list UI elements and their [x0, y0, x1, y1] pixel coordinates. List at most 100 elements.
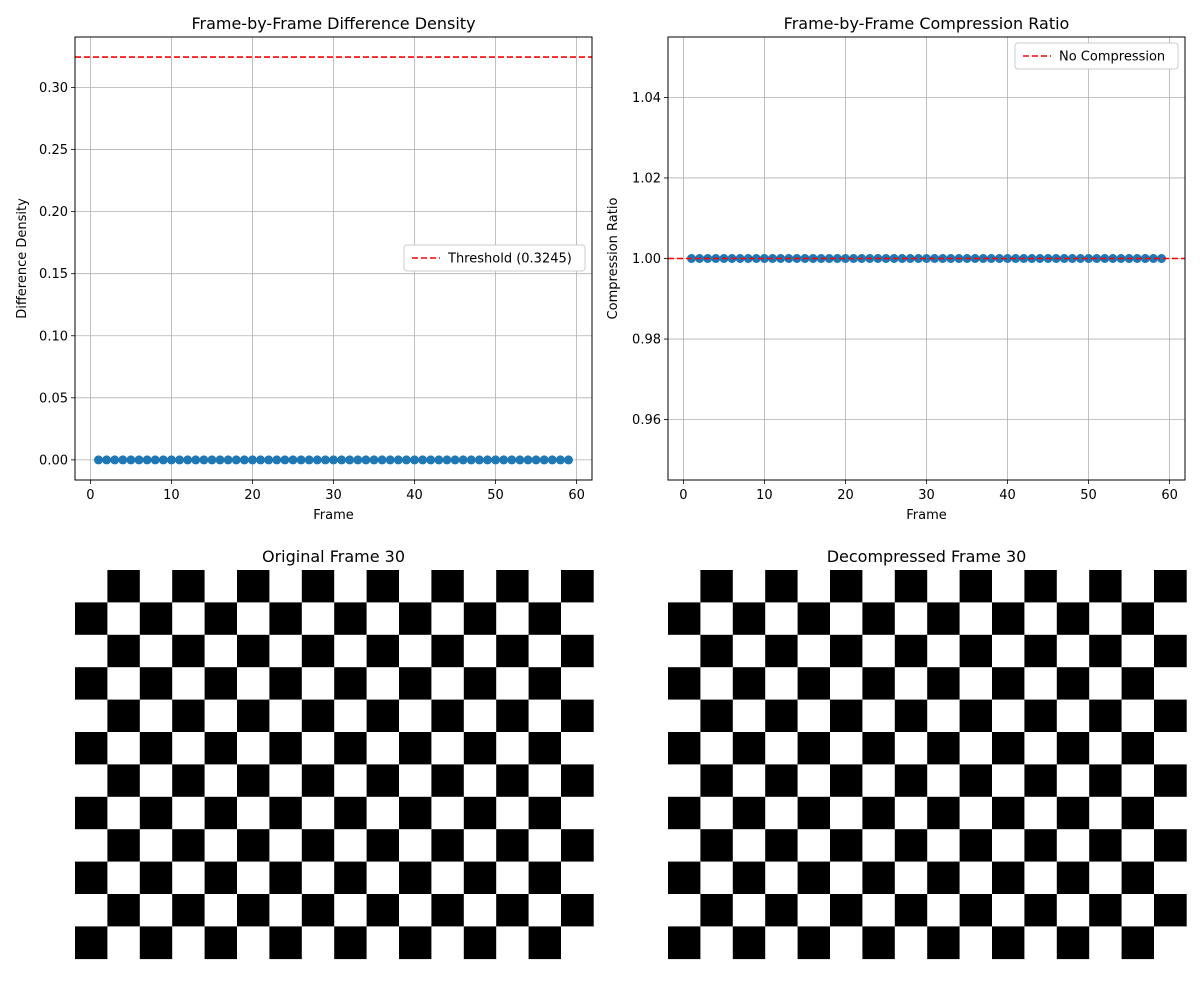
checker-cell	[528, 894, 562, 927]
checker-cell	[765, 861, 798, 895]
checker-cell	[172, 926, 205, 960]
checker-cell	[830, 764, 863, 798]
checker-cell	[732, 667, 766, 700]
data-point	[385, 455, 395, 465]
checker-cell	[204, 926, 238, 960]
checker-cell	[528, 796, 562, 830]
data-point	[304, 455, 314, 465]
checker-cell	[431, 699, 465, 733]
checker-cell	[269, 829, 303, 862]
checker-cell	[1089, 829, 1122, 862]
data-point	[312, 455, 322, 465]
checker-cell	[1154, 602, 1187, 636]
checker-cell	[75, 764, 108, 798]
checker-cell	[1121, 602, 1155, 636]
checker-cell	[496, 796, 529, 830]
checker-cell	[959, 926, 993, 960]
data-points	[94, 455, 573, 465]
checker-cell	[700, 570, 734, 603]
y-axis-ticks: 0.00 0.05 0.10 0.15 0.20 0.25 0.30	[39, 81, 75, 468]
checker-cell	[463, 861, 497, 895]
checker-cell	[139, 894, 173, 927]
checker-cell	[927, 894, 960, 927]
data-point	[191, 455, 201, 465]
data-point	[832, 254, 842, 263]
checker-cell	[237, 570, 270, 603]
data-point	[986, 254, 996, 263]
checker-cell	[700, 764, 734, 798]
checker-cell	[894, 634, 928, 668]
checker-cell	[1024, 926, 1058, 960]
checker-cell	[894, 829, 928, 862]
checker-cell	[959, 732, 993, 765]
checker-cell	[237, 634, 270, 668]
checker-cell	[700, 667, 734, 700]
checker-cell	[139, 764, 173, 798]
checker-cell	[927, 732, 960, 765]
checker-cell	[668, 829, 701, 862]
checker-cell	[334, 634, 367, 668]
data-point	[288, 455, 298, 465]
data-point	[353, 455, 363, 465]
checker-cell	[765, 764, 798, 798]
data-point	[134, 455, 144, 465]
checker-cell	[1056, 602, 1090, 636]
checker-cell	[992, 829, 1025, 862]
checker-cell	[959, 667, 993, 700]
data-point	[247, 455, 257, 465]
checker-cell	[496, 667, 529, 700]
data-point	[1084, 254, 1094, 263]
y-tick-label: 1.02	[632, 171, 661, 186]
checker-cell	[431, 894, 465, 927]
checker-cell	[172, 667, 205, 700]
data-point	[175, 455, 185, 465]
checker-cell	[765, 796, 798, 830]
checker-cell	[334, 861, 367, 895]
checker-cell	[237, 732, 270, 765]
checker-cell	[204, 764, 238, 798]
checker-cell	[204, 602, 238, 636]
checker-cell	[561, 634, 594, 668]
data-point	[1157, 254, 1166, 263]
checker-cell	[561, 764, 594, 798]
data-point	[183, 455, 193, 465]
checker-cell	[797, 894, 831, 927]
checker-cell	[765, 570, 798, 603]
data-point	[539, 455, 549, 465]
checker-cell	[75, 602, 108, 636]
panel-title: Original Frame 30	[262, 547, 405, 566]
checker-cell	[528, 667, 562, 700]
checker-cell	[172, 602, 205, 636]
checker-cell	[1056, 764, 1090, 798]
checker-cell	[561, 926, 594, 960]
checker-cell	[797, 764, 831, 798]
checker-cell	[366, 829, 400, 862]
checker-cell	[927, 602, 960, 636]
y-tick-label: 0.98	[632, 333, 661, 348]
data-point	[223, 455, 233, 465]
checker-cell	[1121, 667, 1155, 700]
x-axis-ticks: 0 10 20 30 40 50 60	[86, 480, 585, 503]
checker-cell	[107, 634, 141, 668]
legend-label: Threshold (0.3245)	[447, 252, 572, 267]
checker-cell	[366, 796, 400, 830]
checker-cell	[797, 570, 831, 603]
checker-cell	[894, 667, 928, 700]
data-point	[499, 455, 509, 465]
checker-cell	[894, 861, 928, 895]
checker-cell	[139, 796, 173, 830]
checker-cell	[1089, 602, 1122, 636]
checker-cell	[1154, 926, 1187, 960]
checker-cell	[765, 829, 798, 862]
checker-cell	[668, 894, 701, 927]
checker-cell	[463, 570, 497, 603]
checker-cell	[528, 602, 562, 636]
checker-cell	[1024, 602, 1058, 636]
data-point	[166, 455, 176, 465]
checker-cell	[894, 764, 928, 798]
data-point	[231, 455, 241, 465]
checker-cell	[765, 894, 798, 927]
checker-cell	[797, 667, 831, 700]
data-point	[905, 254, 915, 263]
checker-cell	[1056, 829, 1090, 862]
